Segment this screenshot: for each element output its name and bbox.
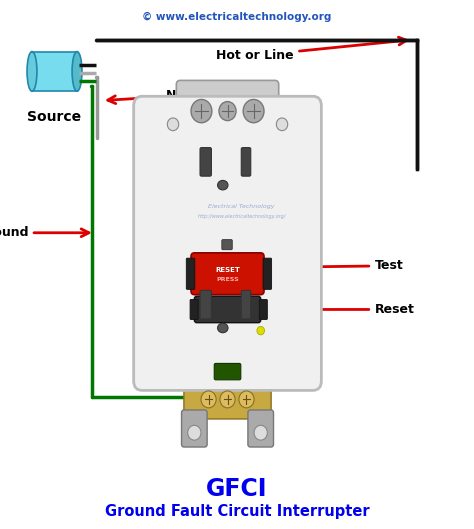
Circle shape [243, 99, 264, 123]
Circle shape [276, 118, 288, 131]
FancyBboxPatch shape [259, 299, 267, 320]
Text: http://www.electricaltechnology.org/: http://www.electricaltechnology.org/ [198, 214, 286, 220]
Text: PRESS: PRESS [216, 277, 239, 281]
Circle shape [191, 99, 212, 123]
Text: © www.electricaltechnology.org: © www.electricaltechnology.org [142, 12, 332, 23]
FancyBboxPatch shape [263, 258, 272, 289]
Text: Test: Test [269, 259, 403, 272]
FancyBboxPatch shape [182, 410, 207, 447]
Text: Hot or Line: Hot or Line [216, 37, 407, 62]
Text: Source: Source [27, 110, 82, 124]
FancyBboxPatch shape [200, 148, 211, 176]
FancyBboxPatch shape [190, 299, 198, 320]
Text: Neutral: Neutral [108, 89, 218, 104]
Polygon shape [32, 52, 77, 91]
FancyBboxPatch shape [200, 290, 211, 319]
FancyBboxPatch shape [222, 240, 232, 250]
Circle shape [257, 326, 264, 335]
Text: Electrical Technology: Electrical Technology [209, 204, 275, 209]
Ellipse shape [218, 323, 228, 333]
Text: GFCI: GFCI [206, 477, 268, 501]
FancyBboxPatch shape [186, 258, 195, 289]
FancyBboxPatch shape [176, 80, 279, 131]
FancyBboxPatch shape [214, 363, 241, 380]
FancyBboxPatch shape [134, 96, 321, 390]
FancyBboxPatch shape [194, 296, 261, 323]
Text: Reset: Reset [266, 303, 414, 316]
Circle shape [220, 391, 235, 408]
FancyBboxPatch shape [184, 377, 271, 419]
Circle shape [254, 425, 267, 440]
FancyBboxPatch shape [273, 108, 292, 138]
Circle shape [201, 391, 216, 408]
FancyBboxPatch shape [241, 290, 251, 319]
FancyBboxPatch shape [164, 108, 182, 138]
FancyBboxPatch shape [241, 148, 251, 176]
Circle shape [219, 102, 236, 121]
Ellipse shape [72, 52, 82, 91]
Ellipse shape [218, 180, 228, 190]
Text: Ground: Ground [0, 226, 89, 239]
FancyBboxPatch shape [248, 410, 273, 447]
Ellipse shape [27, 52, 37, 91]
FancyBboxPatch shape [191, 253, 264, 295]
Text: RESET: RESET [215, 267, 240, 272]
Circle shape [239, 391, 254, 408]
Circle shape [188, 425, 201, 440]
Text: Ground Fault Circuit Interrupter: Ground Fault Circuit Interrupter [105, 504, 369, 519]
Circle shape [167, 118, 179, 131]
